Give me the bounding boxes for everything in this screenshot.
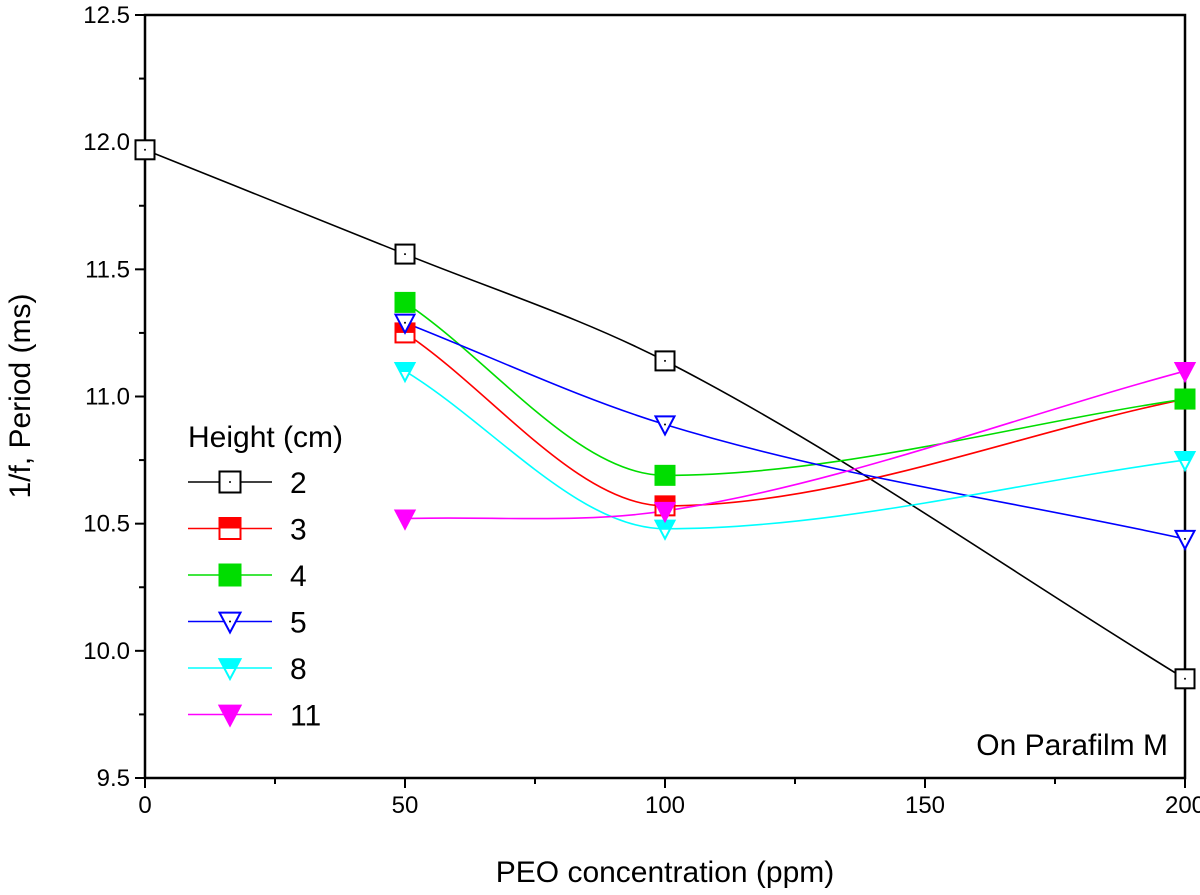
marker-outline [653,501,677,524]
series-line-2 [144,149,1186,680]
marker-fill [395,362,415,373]
marker-fill [1175,389,1195,409]
x-tick-label: 100 [645,792,685,819]
y-tick-label: 11.5 [85,256,130,283]
data-point-5 [653,415,677,437]
y-tick-label: 12.5 [83,2,130,29]
data-point-4 [394,291,416,313]
x-axis-label: PEO concentration (ppm) [496,856,834,889]
marker-dot [229,620,231,623]
legend-title: Height (cm) [188,421,343,454]
data-point-11 [1173,361,1197,384]
legend-marker-4 [218,563,242,587]
data-point-2 [394,243,416,265]
marker-fill [655,496,675,506]
series-markers [134,139,1197,690]
x-tick-label: 50 [392,792,419,819]
x-tick-label: 150 [905,792,945,819]
series-line-11 [404,370,1186,520]
y-tick-label: 11.0 [85,384,130,411]
marker-fill [1175,452,1195,462]
series-line-4 [404,301,1186,477]
data-point-5 [1173,529,1197,552]
legend-label-4: 4 [290,560,307,593]
legend-label-11: 11 [290,700,321,733]
y-tick-label: 10.0 [83,638,130,665]
data-point-8 [1173,451,1197,473]
marker-dot [229,481,231,483]
marker-outline [217,611,243,635]
marker-fill [219,659,241,670]
marker-fill [395,292,415,312]
data-point-4 [654,464,676,486]
marker-outline [1173,361,1197,384]
data-point-8 [393,361,417,384]
y-tick-label: 12.0 [83,129,130,156]
marker-dot [404,253,406,256]
marker-dot [144,148,146,151]
y-axis-label: 1/f, Period (ms) [4,293,37,498]
series-curves [144,149,1186,680]
data-point-5 [393,313,417,335]
y-tick-label: 10.5 [83,511,130,538]
legend-marker-2 [218,470,242,494]
legend-marker-5 [217,611,243,635]
legend-label-3: 3 [290,514,307,547]
marker-fill [655,465,675,485]
marker-dot [664,359,666,362]
data-point-2 [654,350,676,372]
x-tick-label: 0 [138,792,151,819]
series-line-8 [404,370,1186,530]
data-point-4 [1174,388,1196,410]
annotation-text: On Parafilm M [976,729,1168,762]
marker-dot [1184,537,1186,540]
data-point-11 [653,501,677,524]
marker-dot [664,423,666,426]
legend-label-8: 8 [290,653,307,686]
data-point-11 [393,509,417,531]
legend-marker-3 [218,517,242,540]
marker-dot [1184,677,1186,680]
marker-outline [217,704,243,728]
x-tick-label: 200 [1165,792,1200,819]
marker-dot [404,321,406,324]
legend-marker-8 [217,658,243,682]
y-tick-label: 9.5 [97,765,130,792]
marker-fill [655,520,675,530]
legend-marker-11 [217,704,243,728]
marker-fill [219,518,241,529]
axis-ticks: 0 50 100 150 200 9.5 10.0 10.5 11.0 11.5 12.0 12.5 [83,2,1200,819]
marker-fill [219,564,241,586]
legend-label-2: 2 [290,467,307,500]
data-point-2 [134,139,156,161]
legend: Height (cm) 2 3 4 5 8 11 [188,421,343,733]
legend-label-5: 5 [290,607,307,640]
data-point-8 [653,519,677,541]
marker-outline [393,509,417,531]
data-point-2 [1174,668,1196,690]
series-line-5 [404,321,1186,540]
